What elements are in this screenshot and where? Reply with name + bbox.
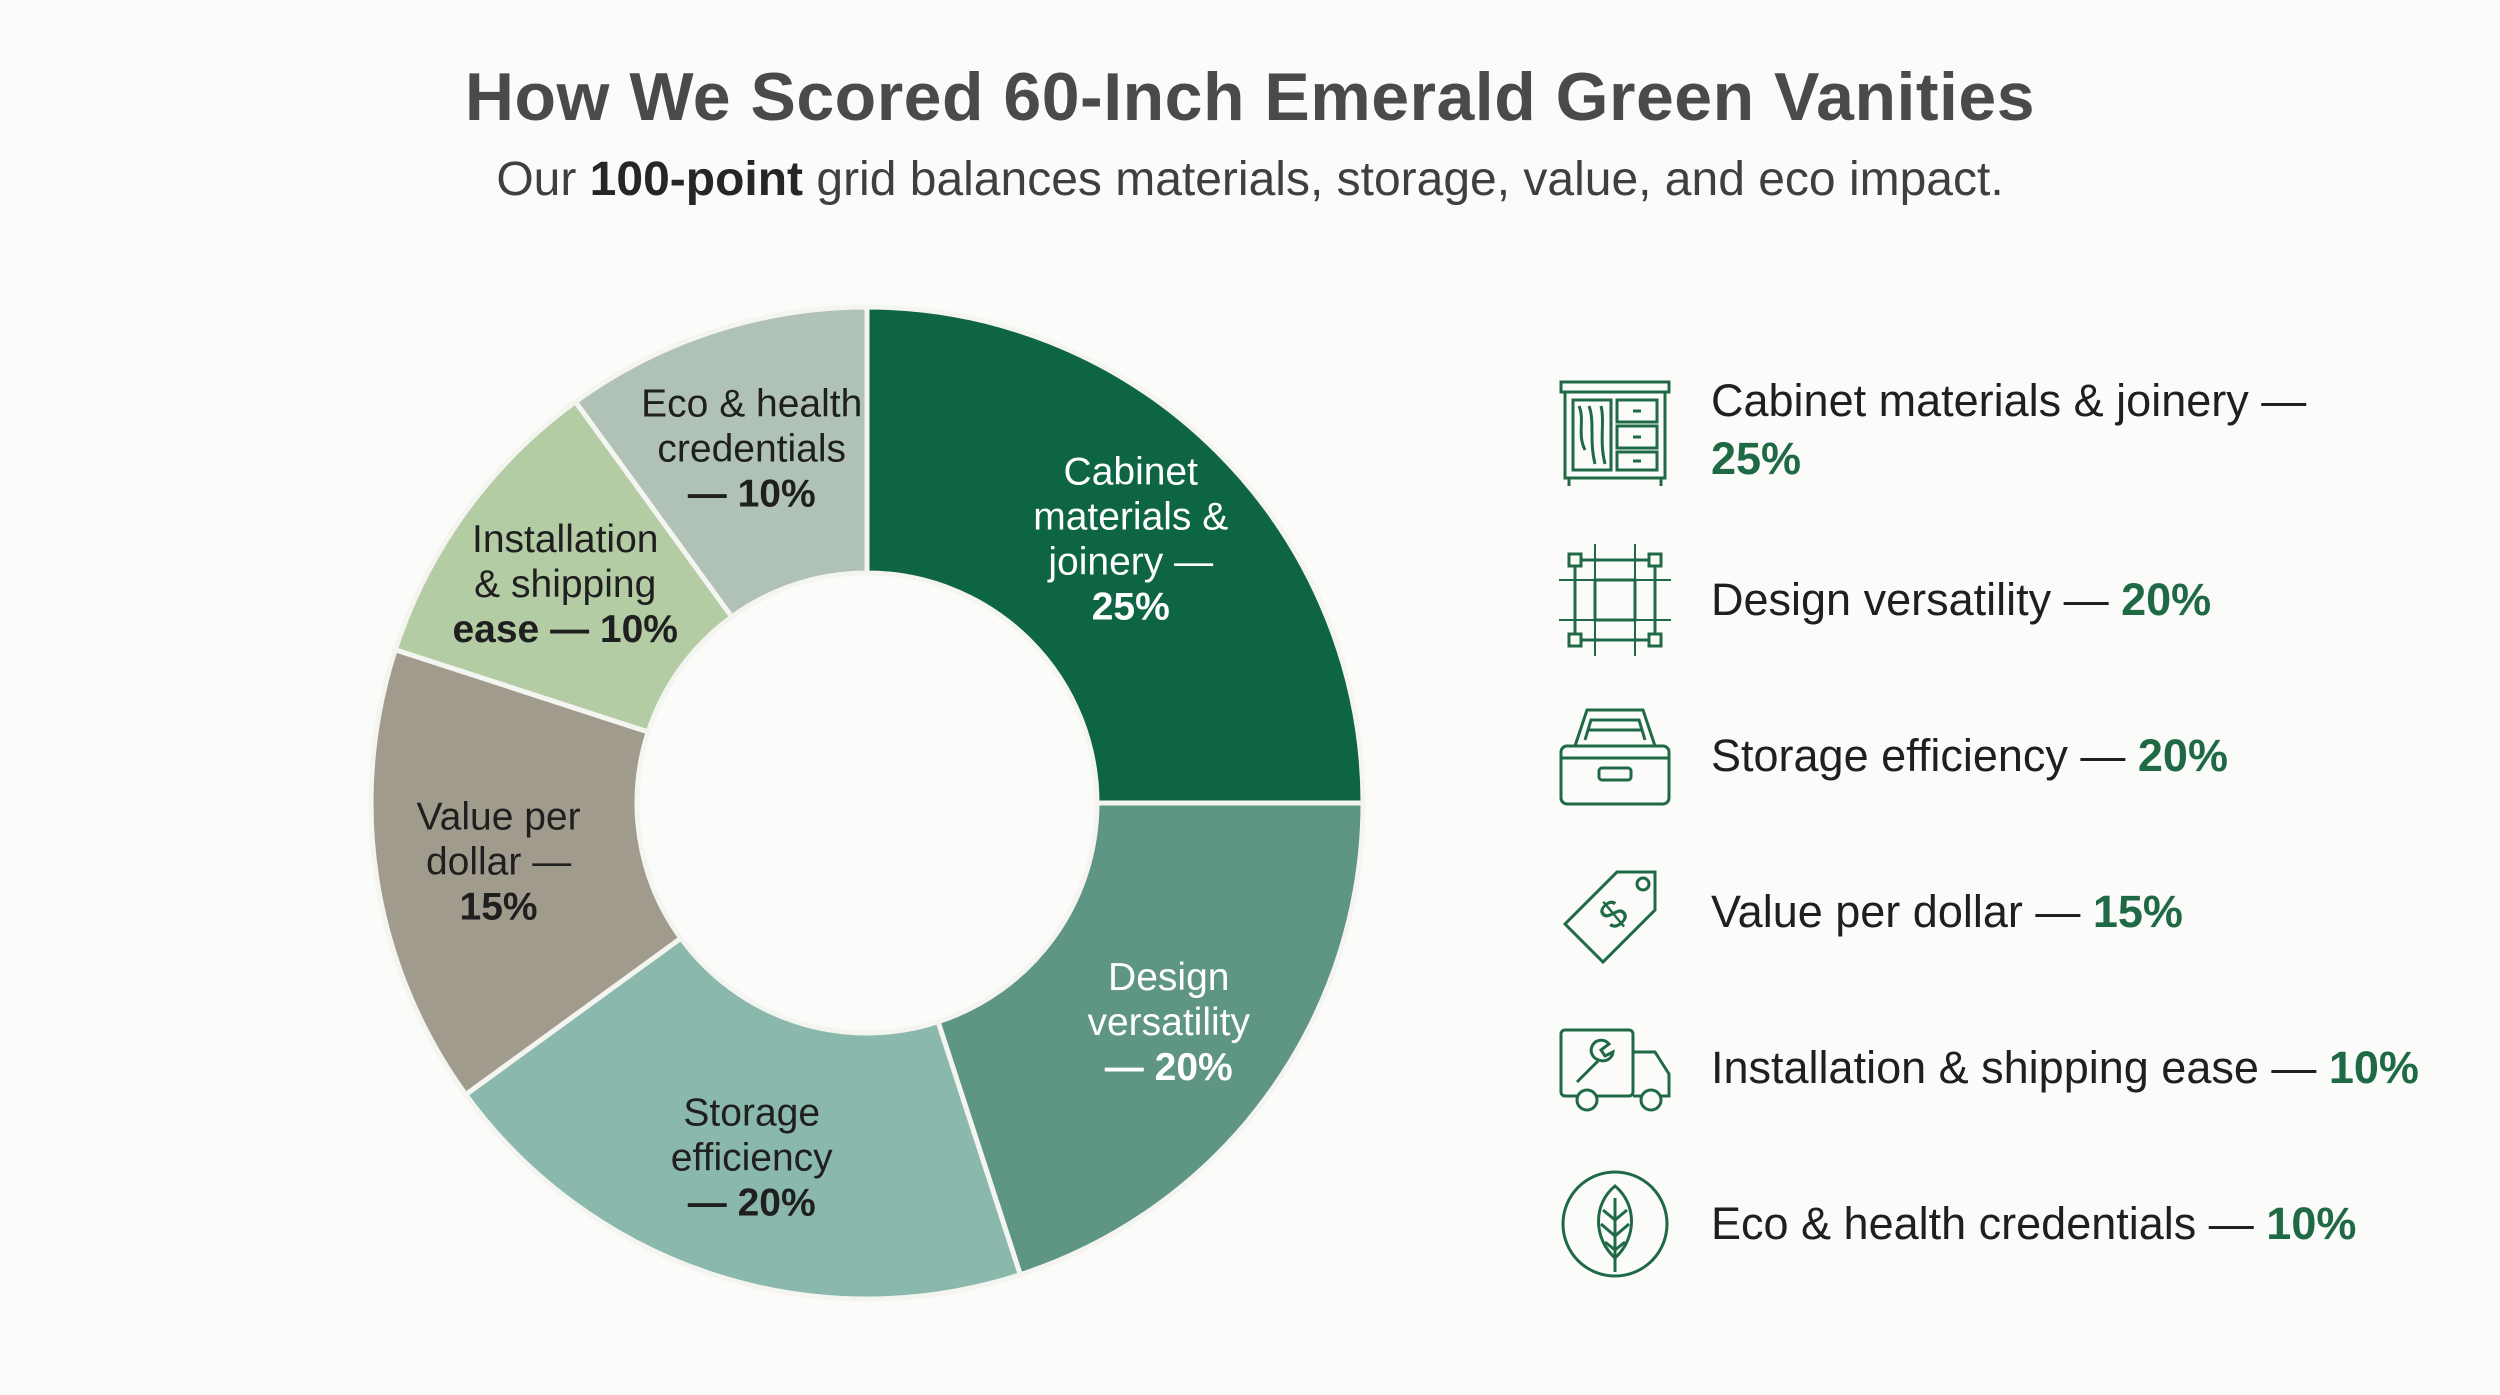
price-tag-icon: $ xyxy=(1562,870,1657,965)
legend-label: Eco & health credentials — xyxy=(1711,1198,2267,1249)
slice-pct-label: 25% xyxy=(1092,586,1170,629)
legend-text: Design versatility — 20% xyxy=(1711,571,2211,629)
legend-pct: 15% xyxy=(2092,886,2183,937)
slice-label-0: Cabinet materials & joinery —25% xyxy=(1033,451,1228,629)
slice-label-1: Design versatility — 20% xyxy=(1087,956,1250,1089)
subtitle-pre: Our xyxy=(496,153,590,206)
legend-label: Storage efficiency — xyxy=(1711,730,2138,781)
slice-label-line: credentials xyxy=(657,427,846,470)
legend-label: Design versatility — xyxy=(1711,574,2122,625)
slice-label-line: efficiency xyxy=(671,1137,833,1180)
donut-slice-3 xyxy=(368,646,685,1099)
legend-text: Cabinet materials & joinery — 25% xyxy=(1711,372,2306,488)
donut-slice-4 xyxy=(392,398,736,736)
legend-item-cabinet-materials: Cabinet materials & joinery — 25% xyxy=(1555,370,2475,490)
slice-label-3: Value per dollar —15% xyxy=(417,795,581,928)
donut-slice-1 xyxy=(934,800,1366,1278)
legend-item-installation-shipping: Installation & shipping ease — 10% xyxy=(1555,1008,2475,1128)
slice-label-line: & shipping xyxy=(474,563,656,606)
donut-slice-0 xyxy=(864,304,1366,806)
leaf-icon xyxy=(1561,1170,1669,1278)
legend-label: Installation & shipping ease — xyxy=(1711,1042,2329,1093)
slice-label-4: Installation & shipping ease — 10% xyxy=(452,518,678,651)
legend-pct: 20% xyxy=(2121,574,2212,625)
design-grid-icon xyxy=(1559,544,1671,656)
slice-label-line: Installation xyxy=(472,518,658,561)
chart-title: How We Scored 60-Inch Emerald Green Vani… xyxy=(464,59,2036,135)
slice-label-line: Storage xyxy=(683,1092,820,1135)
slice-label-line: Eco & health xyxy=(641,382,862,425)
legend-pct: 20% xyxy=(2137,730,2228,781)
donut-slice-5 xyxy=(571,304,870,621)
legend-item-value-per-dollar: $ Value per dollar — 15% xyxy=(1555,852,2475,972)
subtitle-bold: 100-point xyxy=(589,153,804,206)
legend-pct: 10% xyxy=(2266,1198,2357,1249)
slice-pct-label: 15% xyxy=(460,885,538,928)
slice-label-line: Design xyxy=(1108,956,1229,999)
legend-label: Value per dollar — xyxy=(1711,886,2093,937)
legend-pct: 25% xyxy=(1711,433,1802,484)
slice-pct-label: — 20% xyxy=(688,1182,816,1225)
subtitle-post: grid balances materials, storage, value,… xyxy=(803,153,2004,206)
slice-label-5: Eco & health credentials — 10% xyxy=(641,382,862,515)
donut-slice-2 xyxy=(462,934,1024,1302)
legend-pct: 10% xyxy=(2328,1042,2419,1093)
legend-label: Cabinet materials & joinery — xyxy=(1711,375,2307,426)
legend-text: Installation & shipping ease — 10% xyxy=(1711,1039,2419,1097)
slice-label-line: versatility xyxy=(1087,1001,1250,1044)
legend-item-storage-efficiency: Storage efficiency — 20% xyxy=(1555,696,2475,816)
legend-item-eco-health: Eco & health credentials — 10% xyxy=(1555,1164,2475,1284)
slice-pct-label: — 20% xyxy=(1105,1046,1233,1089)
delivery-truck-icon xyxy=(1559,1028,1671,1112)
slice-label-line: dollar — xyxy=(426,840,571,883)
storage-tray-icon xyxy=(1559,708,1671,806)
slice-label-line: joinery — xyxy=(1047,541,1213,584)
legend-item-design-versatility: Design versatility — 20% xyxy=(1555,540,2475,660)
slice-pct-label: — 10% xyxy=(688,472,816,515)
legend-text: Value per dollar — 15% xyxy=(1711,883,2183,941)
slice-label-2: Storage efficiency — 20% xyxy=(671,1092,833,1225)
legend-text: Storage efficiency — 20% xyxy=(1711,727,2228,785)
slice-label-line: Value per xyxy=(417,795,581,838)
legend-text: Eco & health credentials — 10% xyxy=(1711,1195,2356,1253)
chart-subtitle: Our 100-point grid balances materials, s… xyxy=(0,152,2500,207)
slice-pct-label: ease — 10% xyxy=(452,608,678,651)
slice-label-line: Cabinet xyxy=(1064,451,1199,494)
cabinet-icon xyxy=(1559,380,1671,486)
svg-text:$: $ xyxy=(1591,891,1636,939)
slice-label-line: materials & xyxy=(1033,496,1228,539)
